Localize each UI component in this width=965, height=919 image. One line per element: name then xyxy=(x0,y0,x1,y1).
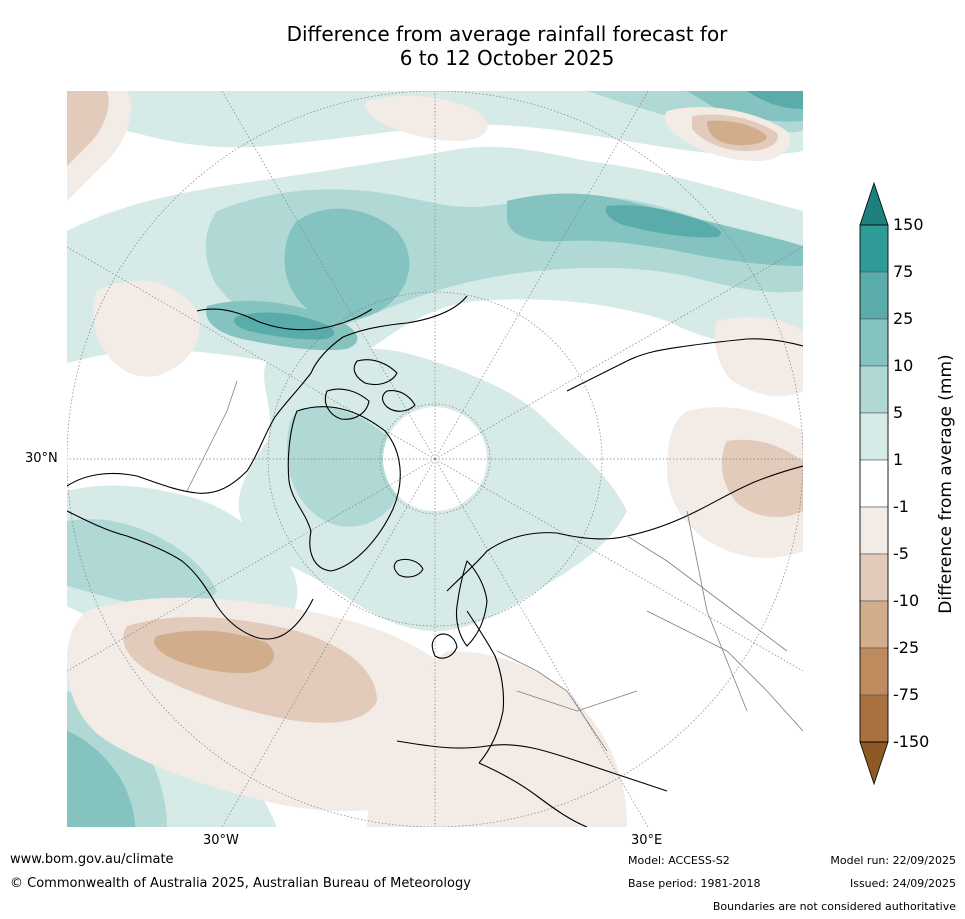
colorbar-arrow-bottom xyxy=(859,741,889,785)
longitude-label-30w: 30°W xyxy=(203,833,239,848)
anomaly-region-neg-10-25-pacific-ne xyxy=(707,120,767,146)
colorbar-tick-label: 1 xyxy=(893,450,904,469)
colorbar-frame xyxy=(859,224,889,743)
colorbar-tick-label: -10 xyxy=(893,591,920,610)
meridian-30e xyxy=(434,458,649,827)
border-asia-3 xyxy=(646,610,803,732)
scandinavia-coast xyxy=(455,560,488,647)
siberia-coast xyxy=(566,338,803,392)
meridian-60w xyxy=(67,458,436,672)
latitude-circle-60n xyxy=(267,291,603,627)
colorbar-tick-label: -75 xyxy=(893,685,920,704)
anomaly-region-neg-5-10-pacific-nw xyxy=(67,91,109,166)
anomaly-region-neg-1-5-europe xyxy=(367,651,627,827)
colorbar-box xyxy=(859,459,889,508)
greenland-coast xyxy=(287,406,401,572)
colorbar-box xyxy=(859,271,889,320)
colorbar-box xyxy=(859,224,889,273)
border-asia-1 xyxy=(626,535,788,652)
anomaly-region-neg-10-25-north-atlantic xyxy=(154,630,275,674)
colorbar-box xyxy=(859,600,889,649)
colorbar-tick-label: 75 xyxy=(893,262,914,281)
meridian-150e xyxy=(434,91,649,460)
meridian-150w xyxy=(221,91,436,460)
border-asia-2 xyxy=(686,510,748,712)
longitude-label-30e: 30°E xyxy=(631,833,663,848)
colorbar-box xyxy=(859,506,889,555)
alaska-coast xyxy=(196,308,373,331)
meridian-60e xyxy=(434,458,803,672)
colorbar xyxy=(859,181,889,785)
anomaly-region-pos-25-75-top-right xyxy=(747,91,803,109)
colorbar-title: Difference from average (mm) xyxy=(936,354,956,614)
anomaly-region-pos-10-25-alaska xyxy=(284,208,410,322)
colorbar-box xyxy=(859,647,889,696)
colorbar-tick-label: -5 xyxy=(893,544,909,563)
colorbar-tick-label: 25 xyxy=(893,309,914,328)
footer-base-period: Base period: 1981-2018 xyxy=(628,877,761,890)
meridian-120e xyxy=(434,246,803,460)
meridian-120w xyxy=(67,246,436,460)
colorbar-tick-label: -25 xyxy=(893,638,920,657)
anomaly-region-neg-1-5-north-america xyxy=(93,280,200,377)
colorbar-box xyxy=(859,412,889,461)
latitude-label-30n: 30°N xyxy=(25,451,58,466)
footer-issued: Issued: 24/09/2025 xyxy=(849,877,956,890)
footer-disclaimer: Boundaries are not considered authoritat… xyxy=(712,900,956,913)
anomaly-region-pos-25-75-aleutian xyxy=(233,312,335,340)
colorbar-tick-label: 10 xyxy=(893,356,914,375)
anomaly-region-pos-5-10-greenland xyxy=(287,407,402,527)
anomaly-region-pos-25-75-siberia xyxy=(605,205,721,238)
colorbar-tick-label: -1 xyxy=(893,497,909,516)
british-isles-coast xyxy=(431,633,458,659)
rainfall-anomaly-map[interactable] xyxy=(67,91,803,827)
title-line-2: 6 to 12 October 2025 xyxy=(399,46,615,70)
mediterranean-coast xyxy=(396,740,668,792)
title-line-1: Difference from average rainfall forecas… xyxy=(286,22,728,46)
colorbar-box xyxy=(859,365,889,414)
colorbar-box xyxy=(859,694,889,743)
colorbar-tick-label: 150 xyxy=(893,215,924,234)
anomaly-region-pos-5-10-atlantic xyxy=(67,519,217,608)
colorbar-arrow-top xyxy=(859,181,889,226)
anomaly-region-neg-1-5-pacific-n xyxy=(365,95,488,141)
canadian-arctic-islands xyxy=(324,359,416,420)
colorbar-box xyxy=(859,318,889,367)
border-europe-2 xyxy=(516,690,638,712)
border-north-america xyxy=(186,380,238,492)
colorbar-tick-label: -150 xyxy=(893,732,930,751)
colorbar-tick-label: 5 xyxy=(893,403,904,422)
meridian-30w xyxy=(221,458,436,827)
colorbar-box xyxy=(859,553,889,602)
map-title: Difference from average rainfall forecas… xyxy=(0,22,965,70)
north-america-coast xyxy=(67,295,468,640)
footer-copyright: © Commonwealth of Australia 2025, Austra… xyxy=(10,876,471,891)
border-europe-1 xyxy=(496,650,608,752)
anomaly-region-pos-10-25-south-atlantic xyxy=(67,731,135,827)
anomaly-region-neg-1-5-siberia-east xyxy=(715,316,803,397)
footer-model: Model: ACCESS-S2 xyxy=(628,854,730,867)
iceland-coast xyxy=(393,558,424,578)
footer-model-run: Model run: 22/09/2025 xyxy=(830,854,956,867)
latitude-circle-80n xyxy=(379,403,491,515)
footer-website[interactable]: www.bom.gov.au/climate xyxy=(10,852,174,867)
